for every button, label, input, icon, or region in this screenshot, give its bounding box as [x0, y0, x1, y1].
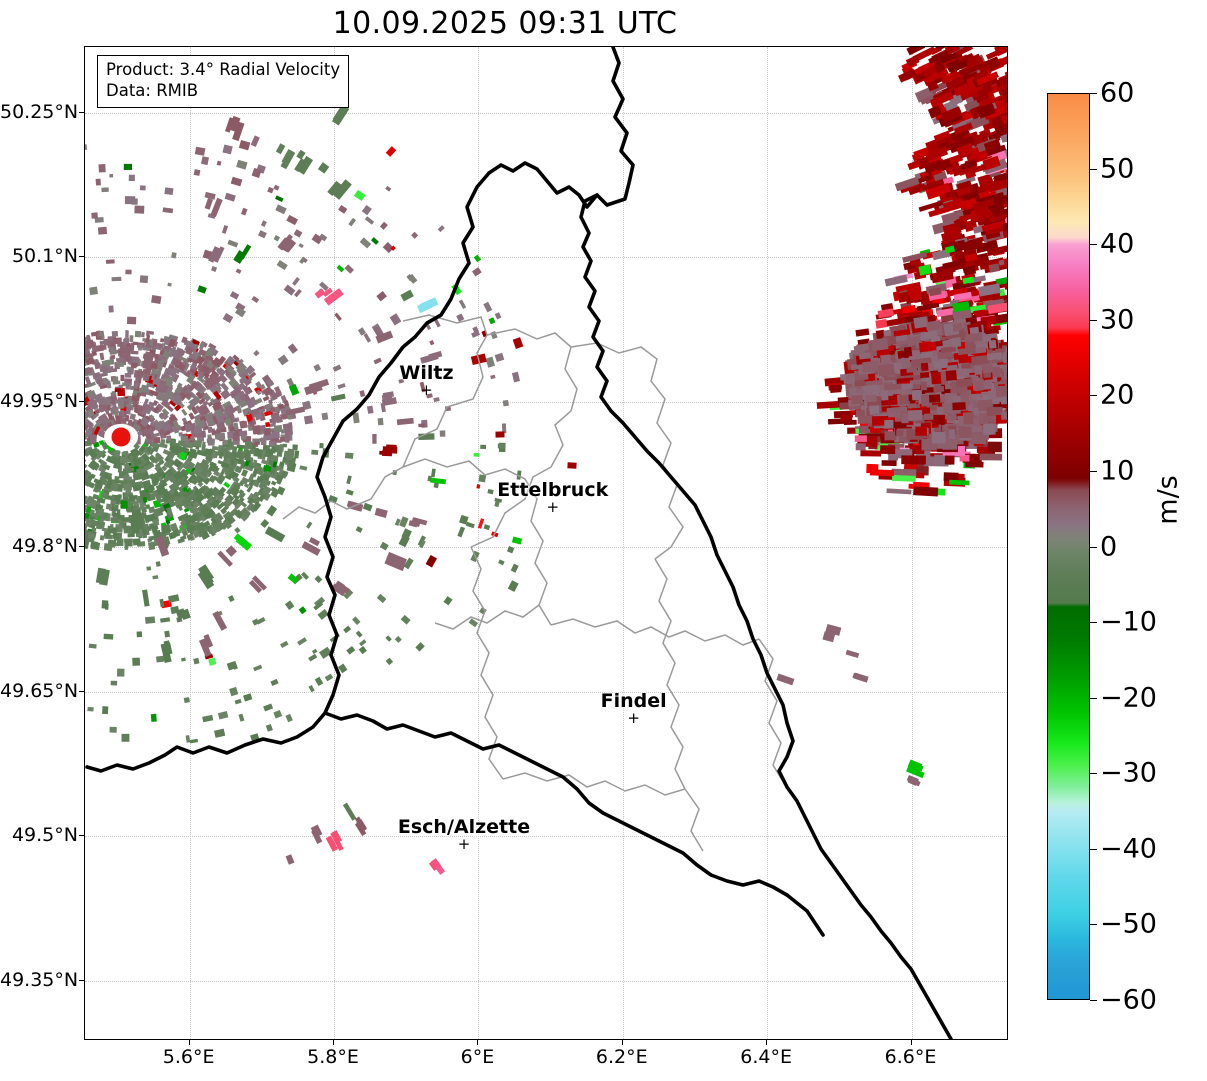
y-axis-tick-mark [79, 256, 84, 258]
gridline-horizontal [85, 691, 1007, 693]
y-axis-tick-mark [79, 401, 84, 403]
colorbar-tick-mark [1090, 168, 1097, 170]
colorbar-tick-label: 0 [1100, 531, 1118, 562]
colorbar[interactable] [1047, 93, 1090, 1000]
colorbar-tick-label: −10 [1100, 606, 1157, 638]
colorbar-tick-label: 30 [1100, 304, 1135, 336]
x-axis-tick-label: 5.6°E [162, 1046, 215, 1068]
colorbar-tick-mark [1090, 93, 1097, 94]
colorbar-tick-label: 10 [1100, 455, 1135, 487]
colorbar-tick-label: −40 [1100, 833, 1157, 865]
y-axis-tick-label: 50.25°N [0, 100, 79, 123]
gridline-vertical [767, 47, 769, 1039]
district-borders [282, 314, 786, 852]
y-axis-tick-label: 49.5°N [11, 824, 78, 847]
y-axis-tick-mark [79, 545, 84, 547]
x-axis-tick-label: 6.4°E [740, 1046, 793, 1068]
colorbar-tick-label: 50 [1100, 153, 1135, 185]
map-geography-layer [85, 47, 953, 1039]
colorbar-tick-mark [1090, 622, 1097, 624]
page-title: 10.09.2025 09:31 UTC [332, 6, 678, 41]
colorbar-tick-mark [1090, 470, 1097, 472]
colorbar-unit-label: m/s [1152, 475, 1184, 525]
x-axis-tick-label: 5.8°E [307, 1046, 359, 1068]
city-name-text: Esch/Alzette [397, 816, 531, 839]
colorbar-tick-mark [1090, 395, 1097, 397]
colorbar-tick-mark [1090, 848, 1097, 850]
x-axis-tick-mark [188, 1040, 190, 1045]
x-axis-tick-mark [333, 1040, 335, 1045]
radar-map-panel[interactable]: Product: 3.4° Radial Velocity Data: RMIB… [84, 46, 1008, 1040]
colorbar-tick-mark [1090, 1000, 1097, 1001]
colorbar-tick-label: −60 [1100, 984, 1157, 1016]
colorbar-tick-mark [1090, 697, 1097, 699]
radar-station-marker [111, 427, 131, 447]
gridline-horizontal [85, 546, 1007, 548]
y-axis-tick-label: 49.8°N [11, 534, 78, 557]
city-label-ettelbruck: Ettelbruck + [497, 479, 609, 517]
colorbar-tick-label: −50 [1100, 908, 1157, 940]
x-axis-tick-mark [477, 1040, 479, 1045]
map-clip: Product: 3.4° Radial Velocity Data: RMIB… [85, 47, 1007, 1039]
colorbar-tick-label: 40 [1100, 228, 1135, 260]
city-label-wiltz: Wiltz + [399, 361, 454, 399]
y-axis-tick-label: 49.95°N [0, 390, 79, 413]
gridline-vertical [911, 47, 913, 1039]
colorbar-tick-mark [1090, 546, 1097, 548]
gridline-horizontal [85, 981, 1007, 983]
colorbar-tick-mark [1090, 773, 1097, 775]
city-name-text: Findel [600, 689, 667, 712]
gridline-horizontal [85, 402, 1007, 404]
x-axis-tick-label: 6.6°E [884, 1046, 937, 1068]
x-axis-tick-label: 6°E [460, 1046, 495, 1068]
city-marker-icon: + [627, 708, 640, 727]
x-axis-tick-label: 6.2°E [595, 1046, 648, 1068]
city-label-findel: Findel + [600, 689, 667, 727]
colorbar-tick-mark [1090, 244, 1097, 246]
gridline-vertical [622, 47, 624, 1039]
x-axis-tick-mark [910, 1040, 912, 1045]
y-axis-tick-label: 49.35°N [0, 969, 79, 992]
y-axis-tick-label: 50.1°N [11, 245, 78, 268]
gridline-vertical [189, 47, 191, 1039]
x-axis-tick-mark [766, 1040, 768, 1045]
y-axis-tick-mark [79, 690, 84, 692]
city-name-text: Ettelbruck [497, 479, 609, 502]
colorbar-tick-mark [1090, 924, 1097, 926]
gridline-horizontal [85, 836, 1007, 838]
info-product-line: Product: 3.4° Radial Velocity [106, 60, 341, 79]
gridline-horizontal [85, 257, 1007, 259]
radar-echo-layer [85, 47, 1007, 875]
city-name-text: Wiltz [399, 361, 454, 384]
city-marker-icon: + [546, 498, 560, 517]
y-axis-tick-mark [79, 835, 84, 837]
city-marker-icon: + [420, 380, 433, 399]
x-axis-tick-mark [621, 1040, 623, 1045]
city-marker-icon: + [457, 835, 471, 854]
colorbar-tick-label: 20 [1100, 379, 1135, 411]
colorbar-tick-label: −20 [1100, 682, 1157, 714]
city-label-esch-alzette: Esch/Alzette + [397, 816, 531, 854]
product-info-box: Product: 3.4° Radial Velocity Data: RMIB [97, 55, 350, 108]
gridline-horizontal [85, 112, 1007, 114]
colorbar-gradient [1048, 94, 1089, 999]
y-axis-tick-mark [79, 111, 84, 113]
national-borders [85, 47, 953, 1039]
info-data-line: Data: RMIB [106, 80, 199, 100]
colorbar-tick-label: 60 [1100, 77, 1135, 109]
colorbar-tick-label: −30 [1100, 757, 1157, 789]
gridline-vertical [334, 47, 336, 1039]
colorbar-tick-mark [1090, 319, 1097, 321]
y-axis-tick-label: 49.65°N [0, 679, 79, 702]
y-axis-tick-mark [79, 980, 84, 982]
